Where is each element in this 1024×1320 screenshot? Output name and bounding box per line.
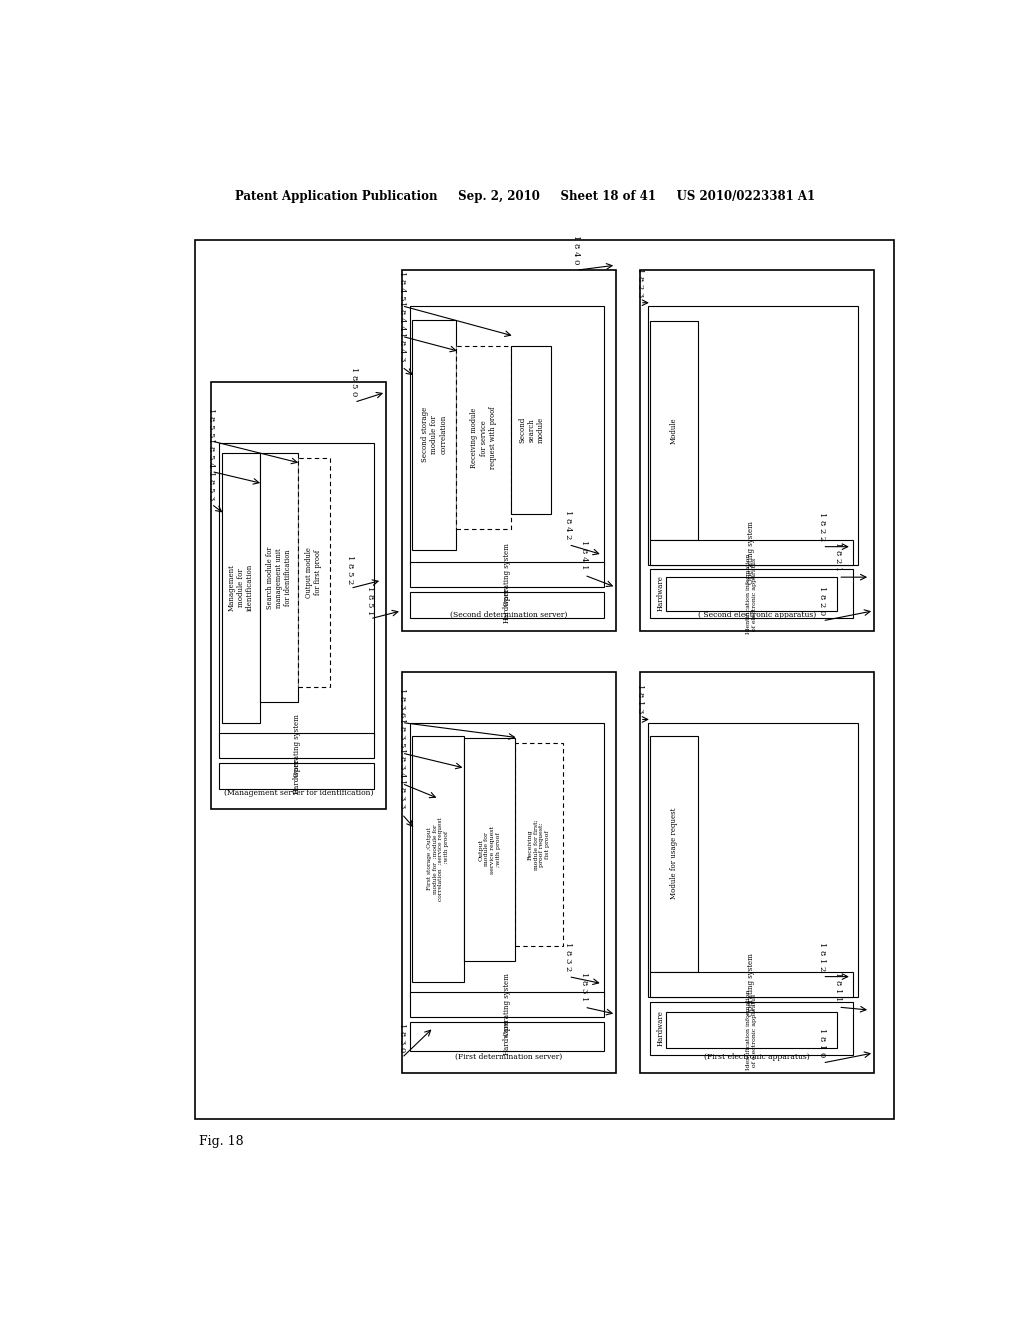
- Text: (First electronic apparatus): (First electronic apparatus): [705, 1053, 810, 1061]
- Text: 1 8 4 4: 1 8 4 4: [397, 301, 406, 331]
- Text: Hardware: Hardware: [656, 1011, 665, 1047]
- Text: Second storage
module for
correlation: Second storage module for correlation: [421, 408, 447, 462]
- Bar: [650, 1002, 853, 1055]
- Text: Output module
for first proof: Output module for first proof: [305, 548, 323, 598]
- Bar: [412, 319, 456, 549]
- Bar: [410, 991, 604, 1018]
- Text: Output
module for
service request
;with proof: Output module for service request ;with …: [478, 825, 501, 874]
- Text: Operating system: Operating system: [293, 714, 301, 776]
- Bar: [511, 346, 551, 515]
- Text: 1 8 1 1: 1 8 1 1: [835, 972, 843, 1002]
- Bar: [648, 306, 858, 565]
- Bar: [412, 735, 464, 982]
- Text: (First determination server): (First determination server): [456, 1053, 562, 1061]
- Bar: [650, 569, 853, 618]
- Text: 1 8 1 3: 1 8 1 3: [636, 685, 644, 714]
- Text: 1 8 3 6: 1 8 3 6: [397, 688, 406, 717]
- Bar: [211, 381, 386, 809]
- Text: (Second determination server): (Second determination server): [451, 611, 567, 619]
- Bar: [666, 577, 837, 611]
- Text: 1 8 1 0: 1 8 1 0: [818, 1028, 826, 1057]
- Bar: [410, 722, 604, 997]
- Text: Hardware: Hardware: [503, 1019, 511, 1055]
- Text: 1 8 4 5: 1 8 4 5: [397, 271, 406, 300]
- Text: Identification information
of electronic apparatus: Identification information of electronic…: [745, 553, 757, 634]
- Text: 1 8 2 2: 1 8 2 2: [818, 512, 826, 541]
- Text: Receiving
module for first;
proof request:
fist proof: Receiving module for first; proof reques…: [528, 820, 550, 870]
- Text: 1 8 3 4: 1 8 3 4: [397, 748, 406, 777]
- Bar: [650, 540, 853, 565]
- Bar: [650, 972, 853, 997]
- Text: Search module for
management unit
for identification: Search module for management unit for id…: [265, 546, 292, 609]
- Text: 1 8 3 3: 1 8 3 3: [397, 779, 406, 808]
- Text: Second
search
module: Second search module: [518, 417, 545, 444]
- Text: 1 8 4 1: 1 8 4 1: [581, 540, 589, 569]
- Text: Hardware: Hardware: [503, 587, 511, 623]
- Text: Receiving module
for service
request with proof: Receiving module for service request wit…: [470, 407, 497, 469]
- Bar: [410, 1022, 604, 1051]
- Text: Fig. 18: Fig. 18: [200, 1135, 244, 1148]
- Bar: [219, 763, 374, 788]
- Text: 1 8 2 1: 1 8 2 1: [835, 543, 843, 572]
- Bar: [219, 444, 374, 738]
- Text: 1 8 2 3: 1 8 2 3: [636, 268, 644, 297]
- Text: First storage ;Output
module for  ;module for
correlation  ;service request
    : First storage ;Output module for ;module…: [427, 817, 450, 900]
- Text: 1 8 3 5: 1 8 3 5: [397, 718, 406, 747]
- Bar: [401, 271, 616, 631]
- Bar: [650, 735, 697, 972]
- Text: 1 8 4 3: 1 8 4 3: [397, 331, 406, 362]
- Text: 1 8 3 2: 1 8 3 2: [564, 941, 572, 972]
- Bar: [515, 743, 563, 946]
- Text: Hardware: Hardware: [293, 758, 301, 793]
- Bar: [650, 321, 697, 540]
- Text: 1 8 5 3: 1 8 5 3: [207, 471, 215, 500]
- Bar: [260, 453, 298, 702]
- Text: 1 8 4 0: 1 8 4 0: [572, 235, 581, 264]
- Bar: [219, 733, 374, 758]
- Text: 1 8 5 0: 1 8 5 0: [350, 367, 358, 396]
- Text: ( Second electronic apparatus): ( Second electronic apparatus): [697, 611, 816, 619]
- Text: 1 8 5 5: 1 8 5 5: [207, 408, 215, 437]
- Bar: [648, 722, 858, 997]
- Text: Module: Module: [670, 417, 678, 444]
- Text: 1 8 5 4: 1 8 5 4: [207, 438, 215, 467]
- Bar: [640, 672, 874, 1073]
- Text: Operating system: Operating system: [748, 521, 756, 583]
- Bar: [401, 672, 616, 1073]
- Text: 1 8 1 2: 1 8 1 2: [818, 941, 826, 972]
- Text: Operating system: Operating system: [503, 543, 511, 606]
- Bar: [456, 346, 511, 529]
- Text: Patent Application Publication     Sep. 2, 2010     Sheet 18 of 41     US 2010/0: Patent Application Publication Sep. 2, 2…: [234, 190, 815, 202]
- Text: Identification information
of electronic apparatus: Identification information of electronic…: [745, 990, 757, 1071]
- Text: 1 8 3 0: 1 8 3 0: [397, 1023, 406, 1052]
- Bar: [464, 738, 515, 961]
- Text: 1 8 2 0: 1 8 2 0: [818, 586, 826, 615]
- Text: 1 8 5 2: 1 8 5 2: [346, 556, 354, 585]
- Text: 1 8 5 1: 1 8 5 1: [366, 586, 374, 615]
- Bar: [640, 271, 874, 631]
- Text: Operating system: Operating system: [748, 953, 756, 1015]
- Bar: [221, 453, 260, 722]
- Text: Management
module for
identification: Management module for identification: [227, 564, 254, 611]
- Text: Operating system: Operating system: [503, 973, 511, 1036]
- Text: (Management server for identification): (Management server for identification): [224, 788, 374, 797]
- Bar: [410, 306, 604, 565]
- Text: 1 8 3 1: 1 8 3 1: [581, 972, 589, 1002]
- Bar: [666, 1012, 837, 1048]
- Bar: [410, 593, 604, 618]
- Text: 1 8 4 2: 1 8 4 2: [564, 510, 572, 539]
- Text: Hardware: Hardware: [656, 576, 665, 611]
- Text: Module for usage request: Module for usage request: [670, 808, 678, 899]
- Bar: [410, 562, 604, 587]
- Bar: [298, 458, 330, 686]
- Bar: [196, 240, 894, 1119]
